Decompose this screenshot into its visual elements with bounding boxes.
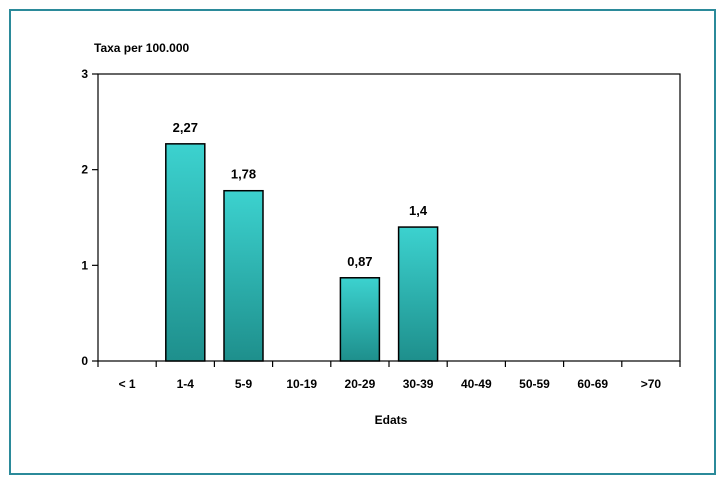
- bar: [397, 226, 439, 362]
- data-label: 1,78: [231, 167, 256, 182]
- chart-frame: [9, 9, 716, 475]
- y-tick-label: 0: [81, 354, 88, 368]
- y-tick-label: 2: [81, 163, 88, 177]
- x-tick-label: 40-49: [461, 377, 492, 391]
- x-tick-label: 5-9: [235, 377, 253, 391]
- x-tick-label: 30-39: [403, 377, 434, 391]
- x-axis-title: Edats: [375, 413, 408, 427]
- x-tick-label: 10-19: [286, 377, 317, 391]
- y-tick-label: 3: [81, 67, 88, 81]
- y-tick-label: 1: [81, 258, 88, 272]
- bar: [165, 143, 206, 362]
- plot-area: 0 1 2 3 < 1 1-4 2,27 5-9 1,78 10-19 20-29 0,87 30-39…: [81, 67, 681, 391]
- data-label: 1,4: [409, 203, 428, 218]
- x-tick-label: >70: [641, 377, 662, 391]
- x-tick-label: < 1: [119, 377, 136, 391]
- y-axis-title: Taxa per 100.000: [94, 41, 190, 55]
- bar: [223, 189, 264, 362]
- data-label: 2,27: [173, 120, 198, 135]
- x-tick-label: 60-69: [577, 377, 608, 391]
- bar: [339, 277, 381, 362]
- x-tick-label: 1-4: [177, 377, 195, 391]
- x-tick-label: 50-59: [519, 377, 550, 391]
- data-label: 0,87: [347, 254, 372, 269]
- x-tick-label: 20-29: [345, 377, 376, 391]
